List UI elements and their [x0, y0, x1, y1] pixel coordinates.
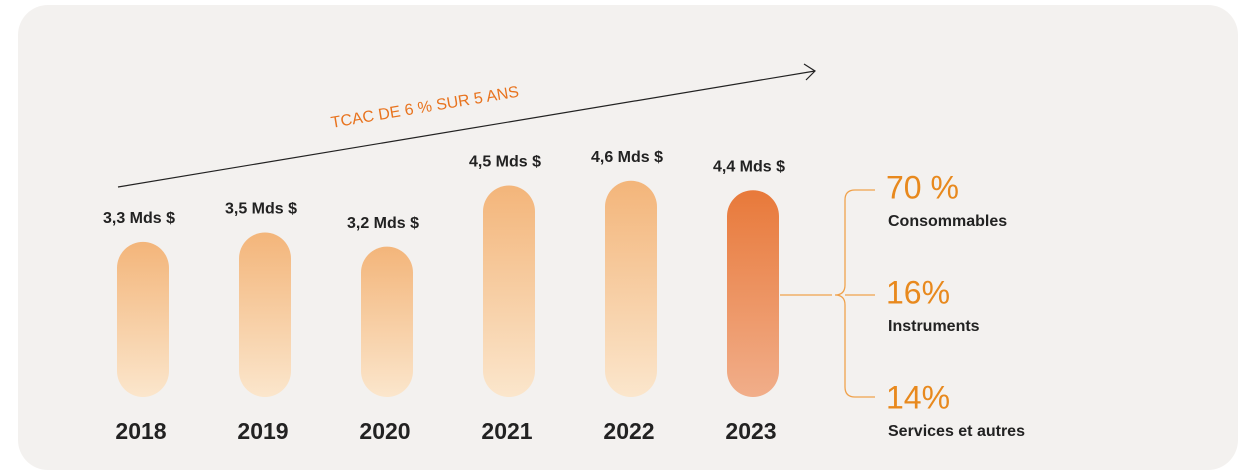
- value-label: 3,5 Mds $: [225, 201, 297, 218]
- value-label: 3,3 Mds $: [103, 210, 175, 227]
- bar: [727, 190, 779, 397]
- value-label: 4,6 Mds $: [591, 149, 663, 166]
- x-tick-label: 2023: [725, 418, 776, 444]
- breakdown-label: Instruments: [888, 318, 980, 335]
- x-tick-label: 2020: [359, 418, 410, 444]
- bar: [117, 241, 169, 397]
- x-tick-label: 2019: [237, 418, 288, 444]
- arrow-head: [803, 63, 816, 81]
- value-label: 3,2 Mds $: [347, 215, 419, 232]
- breakdown-value: 14%: [886, 379, 950, 415]
- bar: [605, 180, 657, 397]
- breakdown-label: Services et autres: [888, 423, 1025, 440]
- value-label: 4,4 Mds $: [713, 158, 785, 175]
- x-tick-label: 2022: [603, 418, 654, 444]
- x-tick-label: 2018: [115, 418, 166, 444]
- breakdown-value: 70 %: [886, 169, 959, 205]
- bar: [239, 232, 291, 397]
- value-label: 4,5 Mds $: [469, 154, 541, 171]
- breakdown-value: 16%: [886, 274, 950, 310]
- bar: [483, 185, 535, 397]
- bar: [361, 246, 413, 397]
- trend-arrow: [117, 70, 816, 188]
- breakdown-label: Consommables: [888, 213, 1007, 230]
- x-tick-label: 2021: [481, 418, 532, 444]
- bracket: [780, 189, 875, 398]
